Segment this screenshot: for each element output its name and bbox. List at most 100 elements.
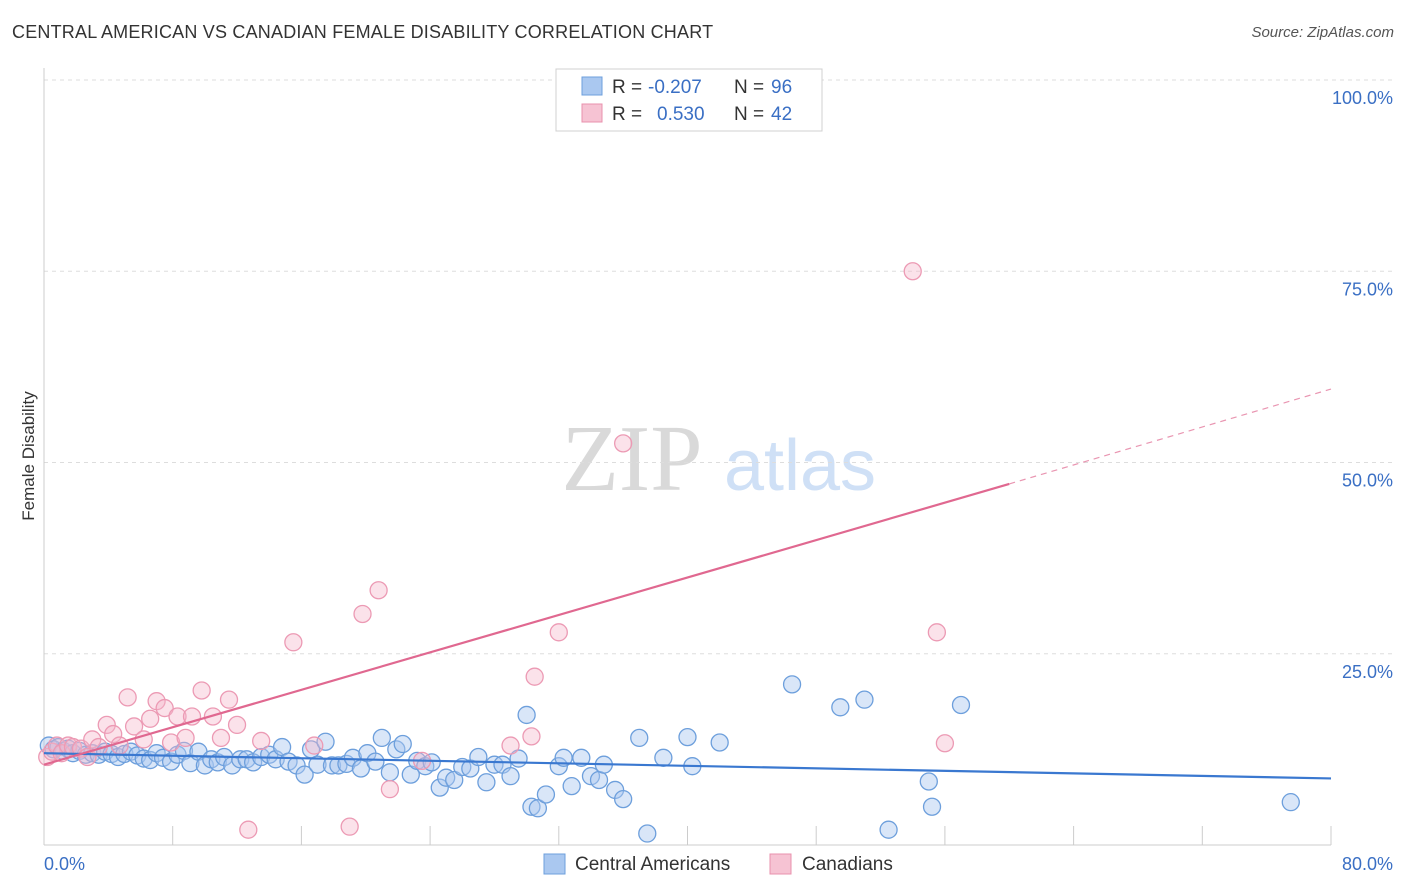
data-point-central-americans xyxy=(430,778,449,797)
legend-n-value-pink: 42 xyxy=(771,104,792,125)
legend-n-label-pink: N = xyxy=(734,104,764,125)
data-point-central-americans xyxy=(630,728,649,748)
data-point-canadians xyxy=(380,780,400,799)
data-point-canadians xyxy=(903,262,922,281)
data-point-canadians xyxy=(353,604,372,624)
legend-swatch-central-americans xyxy=(543,853,566,875)
watermark: ZIP atlas xyxy=(562,407,877,511)
data-point-canadians xyxy=(369,581,388,600)
data-point-canadians xyxy=(501,736,520,755)
data-point-central-americans xyxy=(855,690,874,709)
data-point-canadians xyxy=(927,623,947,642)
data-point-central-americans xyxy=(316,732,335,751)
data-point-central-americans xyxy=(469,747,488,767)
data-point-canadians xyxy=(252,731,271,751)
data-point-central-americans xyxy=(572,748,591,767)
data-point-canadians xyxy=(161,733,181,752)
legend-swatch-canadians xyxy=(769,853,792,875)
data-point-central-americans xyxy=(562,776,581,796)
data-point-central-americans xyxy=(831,698,850,717)
data-point-central-americans xyxy=(536,785,556,804)
x-tick-label: 0.0% xyxy=(44,854,85,874)
legend-r-label-blue: R = xyxy=(612,77,642,98)
data-point-canadians xyxy=(340,817,359,836)
data-point-canadians xyxy=(118,688,137,707)
data-point-central-americans xyxy=(393,734,412,754)
data-point-canadians xyxy=(104,724,123,744)
data-point-central-americans xyxy=(445,770,464,790)
data-point-central-americans xyxy=(308,755,327,774)
legend-n-value-blue: 96 xyxy=(771,77,792,98)
legend-swatch-blue xyxy=(581,76,603,96)
data-point-canadians xyxy=(97,715,116,735)
data-point-canadians xyxy=(176,728,195,748)
legend-r-label-pink: R = xyxy=(612,104,642,125)
data-point-canadians xyxy=(614,434,633,453)
data-point-central-americans xyxy=(654,748,673,767)
x-tick-label: 80.0% xyxy=(1342,854,1393,874)
trend-line-central-americans xyxy=(43,752,1332,780)
legend-stats: R = -0.207 N = 96 R = 0.530 N = 42 xyxy=(555,68,823,132)
data-point-canadians xyxy=(219,690,239,709)
axes xyxy=(43,68,1332,846)
legend-series: Central Americans Canadians xyxy=(543,853,893,875)
data-point-central-americans xyxy=(782,675,802,694)
legend-swatch-pink xyxy=(581,103,603,123)
data-point-central-americans xyxy=(678,727,697,747)
data-point-central-americans xyxy=(477,773,496,792)
data-point-central-americans xyxy=(879,820,898,839)
data-point-canadians xyxy=(192,681,211,700)
data-point-canadians xyxy=(211,728,231,748)
data-point-central-americans xyxy=(922,797,942,816)
data-point-canadians xyxy=(227,715,247,735)
data-point-central-americans xyxy=(1281,793,1300,812)
data-point-central-americans xyxy=(322,756,342,775)
data-point-central-americans xyxy=(517,705,536,725)
legend-n-label-blue: N = xyxy=(734,77,764,98)
y-tick-label: 25.0% xyxy=(1342,662,1393,682)
y-tick-label: 50.0% xyxy=(1342,471,1393,491)
watermark-zip: ZIP xyxy=(562,407,703,511)
y-tick-label: 75.0% xyxy=(1342,279,1393,299)
legend-r-value-pink: 0.530 xyxy=(657,104,705,125)
data-point-central-americans xyxy=(528,799,548,818)
y-axis-label: Female Disability xyxy=(19,391,38,521)
data-point-central-americans xyxy=(295,765,314,784)
legend-r-value-blue: -0.207 xyxy=(648,77,702,98)
trend-line-canadians-extension xyxy=(1009,388,1332,485)
trend-line-canadians xyxy=(43,482,1010,766)
data-point-canadians xyxy=(141,709,160,728)
data-point-central-americans xyxy=(638,824,657,843)
data-point-central-americans xyxy=(549,757,568,776)
legend-label-canadians: Canadians xyxy=(802,854,893,875)
data-point-central-americans xyxy=(919,772,938,791)
data-point-canadians xyxy=(549,623,568,642)
data-point-central-americans xyxy=(951,695,971,715)
data-point-central-americans xyxy=(710,733,729,752)
data-point-canadians xyxy=(124,717,144,736)
chart-title: CENTRAL AMERICAN VS CANADIAN FEMALE DISA… xyxy=(12,22,714,42)
data-point-canadians xyxy=(522,727,541,746)
data-point-canadians xyxy=(305,736,324,755)
series-canadians xyxy=(38,262,955,839)
data-point-canadians xyxy=(284,633,303,652)
data-point-central-americans xyxy=(380,763,400,782)
data-point-central-americans xyxy=(554,748,573,767)
x-tick-labels: 0.0% 80.0% xyxy=(44,854,1393,874)
data-point-canadians xyxy=(155,698,174,718)
watermark-atlas: atlas xyxy=(724,426,876,506)
y-tick-label: 100.0% xyxy=(1332,88,1393,108)
data-point-central-americans xyxy=(366,752,385,771)
series-central-americans xyxy=(39,675,1300,843)
data-point-central-americans xyxy=(614,789,633,809)
y-tick-labels: 25.0% 50.0% 75.0% 100.0% xyxy=(1332,88,1393,682)
data-point-central-americans xyxy=(501,767,520,786)
data-point-canadians xyxy=(525,667,544,686)
data-point-central-americans xyxy=(161,752,181,771)
data-point-canadians xyxy=(239,820,258,839)
data-point-central-americans xyxy=(589,770,609,790)
trend-lines xyxy=(43,388,1332,780)
legend-label-central-americans: Central Americans xyxy=(575,854,730,875)
chart-source: Source: ZipAtlas.com xyxy=(1251,24,1394,41)
